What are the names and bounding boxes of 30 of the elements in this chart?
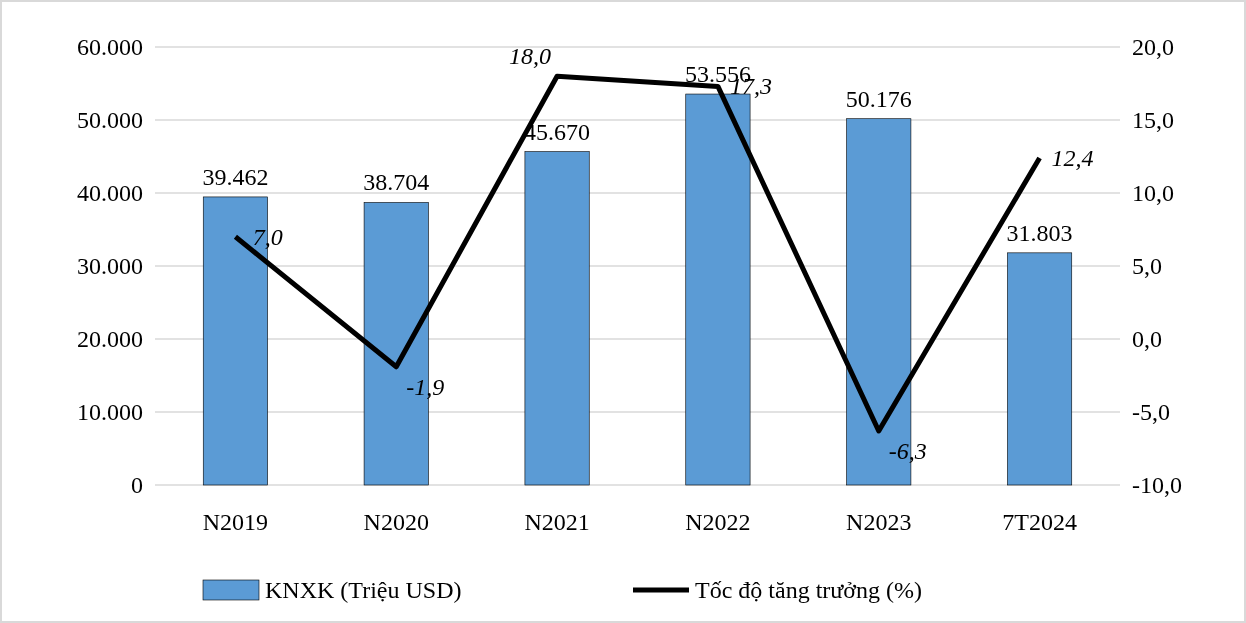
y-tick-label: 30.000 <box>77 253 143 280</box>
y2-tick-label: 10,0 <box>1132 180 1174 207</box>
x-tick-label: N2022 <box>685 509 751 535</box>
y2-tick-label: 5,0 <box>1132 253 1162 280</box>
y-tick-label: 10.000 <box>77 399 143 426</box>
x-tick-label: N2020 <box>363 509 429 535</box>
y-tick-label: 20.000 <box>77 326 143 353</box>
y-tick-label: 60.000 <box>77 34 143 61</box>
x-tick-label: N2023 <box>846 509 912 535</box>
bar <box>1007 252 1073 486</box>
y-tick-label: 40.000 <box>77 180 143 207</box>
x-tick-label: N2019 <box>202 509 269 535</box>
y-tick-label: 50.000 <box>77 107 143 134</box>
y2-tick-label: 0,0 <box>1132 326 1162 353</box>
x-tick-label: N2021 <box>524 509 590 535</box>
y-tick-label: 0 <box>131 472 143 499</box>
data-label: 12,4 <box>1051 144 1094 171</box>
data-label: 39.462 <box>202 163 269 190</box>
legend-label: Tốc độ tăng trưởng (%) <box>695 577 922 604</box>
y2-tick-label: 20,0 <box>1132 34 1174 61</box>
x-tick-label: 7T2024 <box>1002 509 1077 535</box>
data-label: 38.704 <box>363 169 430 196</box>
legend-label: KNXK (Triệu USD) <box>265 577 462 604</box>
bar <box>524 151 590 486</box>
data-label: 50.176 <box>845 85 912 112</box>
data-label: 31.803 <box>1006 219 1073 246</box>
y2-tick-label: 15,0 <box>1132 107 1174 134</box>
y2-tick-label: -10,0 <box>1132 472 1182 499</box>
data-label: 18,0 <box>509 43 552 70</box>
y2-tick-label: -5,0 <box>1132 399 1170 426</box>
